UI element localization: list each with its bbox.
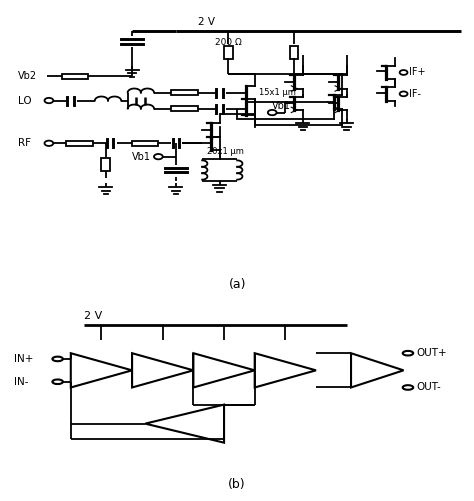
Text: Vb1: Vb1 bbox=[272, 101, 291, 111]
Bar bbox=[290, 46, 299, 59]
Text: Vb1: Vb1 bbox=[132, 152, 151, 162]
Text: (a): (a) bbox=[228, 279, 246, 292]
Text: 200 Ω: 200 Ω bbox=[215, 38, 242, 47]
Text: IF-: IF- bbox=[409, 89, 421, 99]
Text: LO: LO bbox=[18, 96, 32, 106]
Bar bbox=[172, 90, 198, 95]
Text: OUT-: OUT- bbox=[417, 382, 441, 392]
Text: IN+: IN+ bbox=[14, 354, 33, 364]
Text: IF+: IF+ bbox=[409, 68, 425, 78]
Text: 2 V: 2 V bbox=[198, 17, 215, 27]
Bar bbox=[101, 158, 110, 171]
Bar bbox=[132, 141, 158, 146]
Bar bbox=[66, 141, 93, 146]
Text: 20x1 μm: 20x1 μm bbox=[207, 147, 244, 156]
Text: Vb2: Vb2 bbox=[18, 72, 37, 82]
Text: IN-: IN- bbox=[14, 377, 28, 387]
Text: (b): (b) bbox=[228, 478, 246, 491]
Text: OUT+: OUT+ bbox=[417, 348, 447, 358]
Text: 2 V: 2 V bbox=[84, 311, 102, 321]
Bar bbox=[62, 74, 88, 79]
Bar bbox=[224, 46, 233, 59]
Text: RF: RF bbox=[18, 138, 31, 148]
Bar bbox=[172, 106, 198, 111]
Text: 15x1 μm: 15x1 μm bbox=[259, 88, 296, 97]
